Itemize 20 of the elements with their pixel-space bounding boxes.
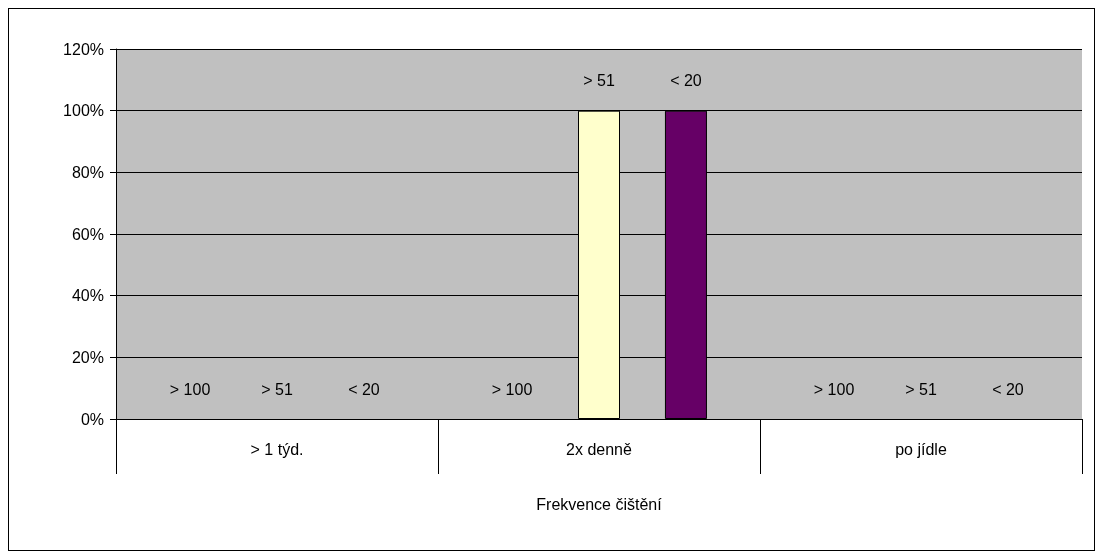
x-tick-label: > 1 týd. [250, 440, 304, 458]
text: > 100 [491, 380, 533, 398]
y-tick-label: 20% [71, 348, 104, 366]
text: > 100 [169, 380, 211, 398]
text: < 20 [992, 380, 1024, 398]
x-axis-title: Frekvence čištění [536, 495, 663, 513]
x-tick-label: 2x denně [566, 440, 633, 458]
text: > 51 [261, 380, 293, 398]
y-tick-label: 60% [71, 225, 104, 243]
y-tick-label: 120% [63, 40, 104, 58]
y-tick-label: 100% [63, 102, 104, 120]
y-tick-label: 40% [71, 287, 104, 305]
text: > 51 [905, 380, 937, 398]
series-label: < 20 [670, 72, 702, 90]
series-label: > 51 [583, 72, 615, 90]
y-tick-label: 0% [80, 410, 104, 428]
text: < 20 [348, 380, 380, 398]
y-tick-label: 80% [71, 163, 104, 181]
x-tick-label: po jídle [895, 440, 947, 458]
text: > 100 [813, 380, 855, 398]
